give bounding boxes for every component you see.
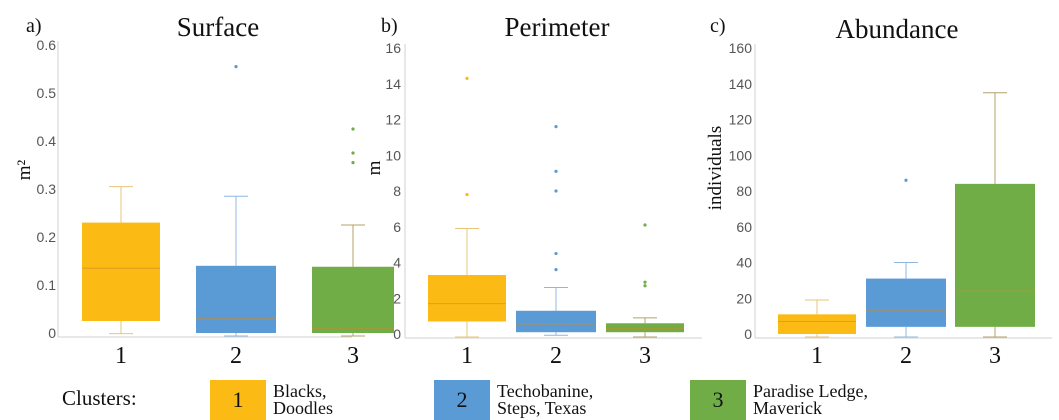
legend-swatch-1: 1: [210, 380, 266, 420]
box-cluster-1: [778, 299, 856, 338]
legend-line1-2: Techobanine,: [497, 381, 594, 401]
outlier-point: [554, 189, 558, 193]
legend-line2-2: Steps, Texas: [497, 398, 587, 418]
outlier-point: [904, 178, 908, 182]
panel-label: a): [26, 15, 42, 37]
legend-text-3: Paradise Ledge, Maverick: [753, 381, 868, 418]
y-tick-label: 0.2: [37, 229, 57, 245]
outlier-point: [554, 251, 558, 256]
y-axis-label: individuals: [705, 126, 726, 210]
box-cluster-2: [196, 65, 276, 337]
outlier-point: [643, 280, 647, 284]
y-tick-label: 2: [393, 290, 401, 306]
legend-line2-3: Maverick: [753, 398, 822, 418]
y-tick-label: 12: [385, 112, 401, 128]
x-tick-label: 1: [115, 343, 127, 369]
y-axis-label: m: [364, 160, 385, 175]
legend-title: Clusters:: [62, 386, 137, 410]
outlier-point: [643, 223, 647, 227]
y-tick-label: 20: [736, 290, 752, 306]
legend-number-3: 3: [712, 387, 724, 412]
box-cluster-1: [428, 76, 506, 338]
chart-title: Surface: [177, 12, 259, 42]
panel-label: c): [710, 15, 726, 37]
x-tick-label: 3: [639, 343, 651, 369]
y-tick-label: 4: [393, 255, 401, 271]
box-cluster-3: [955, 92, 1035, 338]
y-tick-label: 40: [736, 255, 752, 271]
legend-text-2: Techobanine, Steps, Texas: [497, 381, 594, 418]
outlier-point: [643, 284, 647, 288]
x-tick-label: 2: [900, 343, 912, 369]
outlier-point: [465, 192, 469, 197]
outlier-point: [351, 161, 355, 165]
outlier-point: [554, 125, 558, 129]
legend-number-1: 1: [232, 387, 244, 412]
outlier-point: [465, 76, 469, 80]
box-iqr: [312, 266, 394, 333]
y-tick-label: 10: [385, 147, 401, 163]
outlier-point: [234, 65, 238, 69]
legend-line1-1: Blacks,: [273, 381, 327, 401]
legend-line2-1: Doodles: [273, 398, 333, 418]
box-iqr: [428, 275, 506, 322]
y-tick-label: 160: [729, 40, 753, 56]
y-tick-label: 8: [393, 183, 401, 199]
chart-title: Perimeter: [505, 12, 610, 42]
outlier-point: [351, 127, 355, 131]
legend-swatch-2: 2: [434, 380, 490, 420]
chart-title: Abundance: [836, 14, 959, 44]
y-tick-label: 120: [729, 112, 753, 128]
y-tick-label: 0.3: [37, 181, 57, 197]
y-tick-label: 6: [393, 219, 401, 235]
box-cluster-3: [606, 223, 684, 338]
legend-text-1: Blacks, Doodles: [273, 381, 333, 418]
y-tick-label: 16: [385, 40, 401, 56]
box-cluster-3: [312, 127, 394, 337]
y-tick-label: 140: [729, 76, 753, 92]
box-iqr: [955, 183, 1035, 327]
x-tick-label: 3: [347, 343, 359, 369]
outlier-point: [351, 151, 355, 155]
legend-line1-3: Paradise Ledge,: [753, 381, 868, 401]
y-tick-label: 0.5: [37, 85, 57, 101]
y-tick-label: 14: [385, 76, 401, 92]
y-tick-label: 0.6: [37, 37, 57, 53]
box-iqr: [778, 314, 856, 334]
outlier-point: [554, 268, 558, 272]
y-axis-label: m²: [14, 159, 35, 180]
box-cluster-1: [82, 186, 160, 335]
box-iqr: [82, 222, 160, 321]
panel-label: b): [381, 15, 398, 37]
x-tick-label: 2: [550, 343, 562, 369]
y-tick-label: 60: [736, 219, 752, 235]
legend-swatch-3: 3: [690, 380, 746, 420]
y-tick-label: 0.1: [37, 277, 57, 293]
x-tick-label: 3: [989, 343, 1001, 369]
outlier-point: [554, 169, 558, 173]
box-cluster-2: [516, 125, 596, 336]
y-tick-label: 0: [48, 325, 56, 341]
box-iqr: [516, 310, 596, 333]
box-iqr: [196, 265, 276, 333]
x-tick-label: 2: [230, 343, 242, 369]
y-tick-label: 100: [729, 147, 753, 163]
panel-1: 0 0.1 0.2 0.3 0.4 0.5 0.6a) Surface m² 1 2 3: [14, 12, 394, 369]
x-tick-label: 1: [461, 343, 473, 369]
y-tick-label: 0.4: [37, 133, 57, 149]
legend-number-2: 2: [456, 387, 468, 412]
y-tick-label: 0: [393, 326, 401, 342]
box-cluster-2: [866, 178, 946, 338]
y-tick-label: 80: [736, 183, 752, 199]
box-iqr: [866, 278, 946, 327]
x-tick-label: 1: [811, 343, 823, 369]
y-tick-label: 0: [744, 326, 752, 342]
box-iqr: [606, 323, 684, 333]
